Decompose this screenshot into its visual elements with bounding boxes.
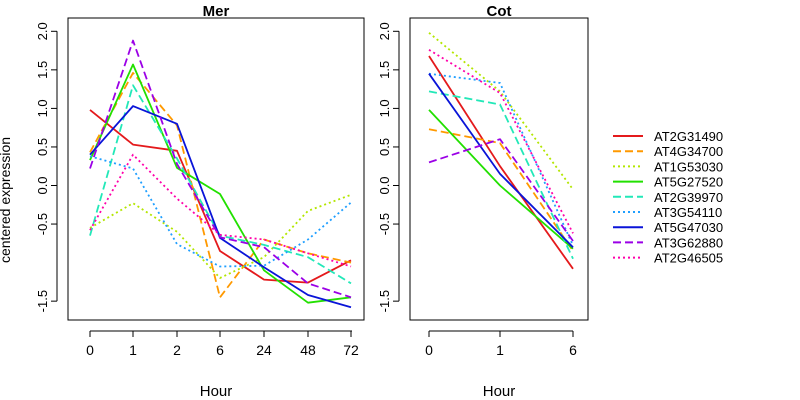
series-line-at3g62880 — [428, 138, 574, 242]
series-line-at2g31490 — [89, 109, 352, 284]
x-tick-label: 6 — [216, 342, 224, 358]
series-line-at2g46505 — [89, 153, 352, 268]
y-axis: -1.5 -0.5 0.0 0.5 1.0 1.5 2.0 — [35, 22, 58, 312]
x-tick-label: 1 — [129, 342, 137, 358]
y-tick-label: 0.0 — [377, 176, 392, 194]
series-group — [428, 32, 574, 270]
y-axis-label: centered expression — [0, 137, 13, 263]
y-axis: -1.5 -0.5 0.0 0.5 1.0 1.5 2.0 — [377, 22, 400, 312]
panel-cot: Cot -1.5 -0.5 0.0 0.5 1.0 1.5 2.0 0 1 6 Hour — [377, 3, 589, 400]
y-tick-label: 2.0 — [35, 22, 50, 40]
y-tick-label: -1.5 — [377, 290, 392, 312]
x-tick-label: 0 — [425, 342, 433, 358]
legend-entry: AT4G34700 — [613, 144, 723, 159]
series-line-at3g54110 — [89, 155, 352, 268]
x-axis: 0 1 2 6 24 48 72 Hour — [86, 330, 359, 400]
plot-frame — [409, 17, 589, 321]
y-tick-label: 0.0 — [35, 176, 50, 194]
legend-label: AT5G27520 — [654, 175, 723, 190]
y-tick-label: 0.5 — [35, 138, 50, 156]
panel-title: Mer — [203, 3, 230, 20]
y-tick-label: 1.5 — [35, 61, 50, 79]
legend-entry: AT2G46505 — [613, 251, 723, 266]
series-line-at4g34700 — [89, 72, 352, 299]
legend-label: AT3G62880 — [654, 235, 723, 250]
series-line-at4g34700 — [428, 128, 574, 252]
legend-label: AT2G39970 — [654, 190, 723, 205]
y-tick-label: -0.5 — [377, 213, 392, 235]
x-axis-label: Hour — [483, 383, 516, 400]
panel-mer: Mer -1.5 -0.5 0.0 0.5 1.0 1.5 2.0 0 1 2 6 24 48 72 Hour — [35, 3, 365, 400]
x-tick-label: 48 — [300, 342, 316, 358]
y-tick-label: 0.5 — [377, 138, 392, 156]
series-line-at1g53030 — [89, 193, 352, 279]
series-line-at3g62880 — [89, 39, 352, 299]
x-axis-label: Hour — [200, 383, 233, 400]
legend-entry: AT2G31490 — [613, 129, 723, 144]
x-axis: 0 1 6 Hour — [425, 330, 577, 400]
series-line-at3g54110 — [428, 72, 574, 246]
y-tick-label: -0.5 — [35, 213, 50, 235]
legend-entry: AT2G39970 — [613, 190, 723, 205]
legend-label: AT5G47030 — [654, 220, 723, 235]
x-tick-label: 72 — [343, 342, 359, 358]
series-line-at2g31490 — [428, 55, 574, 270]
x-tick-label: 24 — [256, 342, 272, 358]
series-line-at5g27520 — [89, 63, 352, 304]
legend-label: AT1G53030 — [654, 159, 723, 174]
x-tick-label: 0 — [86, 342, 94, 358]
legend-label: AT2G31490 — [654, 129, 723, 144]
legend-entry: AT5G27520 — [613, 175, 723, 190]
legend-entry: AT3G62880 — [613, 235, 723, 250]
legend-entry: AT5G47030 — [613, 220, 723, 235]
legend-entry: AT1G53030 — [613, 159, 723, 174]
x-tick-label: 1 — [496, 342, 504, 358]
y-tick-label: 1.5 — [377, 61, 392, 79]
legend: AT2G31490AT4G34700AT1G53030AT5G27520AT2G… — [613, 129, 723, 266]
y-tick-label: 1.0 — [377, 99, 392, 117]
panels: Mer -1.5 -0.5 0.0 0.5 1.0 1.5 2.0 0 1 2 6 24 48 72 Hour… — [35, 3, 589, 400]
y-tick-label: 1.0 — [35, 99, 50, 117]
y-tick-label: -1.5 — [35, 290, 50, 312]
series-line-at5g47030 — [428, 73, 574, 248]
x-tick-label: 2 — [173, 342, 181, 358]
panel-title: Cot — [487, 3, 512, 20]
series-group — [89, 39, 352, 309]
plot-frame — [67, 17, 365, 321]
series-line-at5g27520 — [428, 109, 574, 250]
y-tick-label: 2.0 — [377, 22, 392, 40]
legend-label: AT3G54110 — [654, 205, 722, 220]
legend-label: AT2G46505 — [654, 251, 723, 266]
legend-entry: AT3G54110 — [613, 205, 722, 220]
series-line-at1g53030 — [428, 32, 574, 190]
legend-label: AT4G34700 — [654, 144, 723, 159]
x-tick-label: 6 — [569, 342, 577, 358]
